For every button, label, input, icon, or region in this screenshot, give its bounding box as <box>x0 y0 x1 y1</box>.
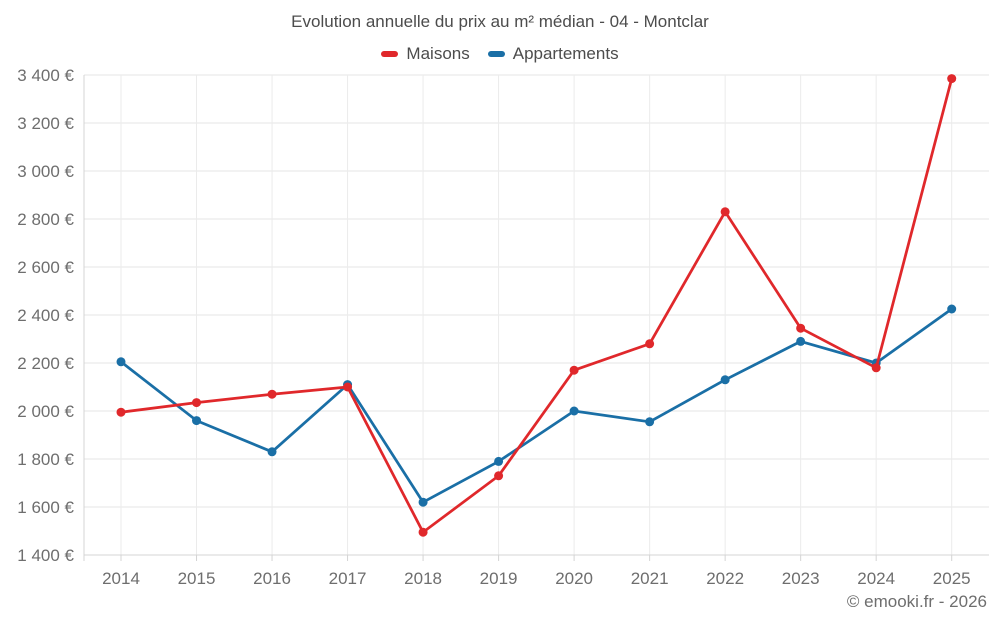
x-axis-tick-label: 2025 <box>933 569 971 588</box>
y-axis-tick-label: 3 400 € <box>17 66 74 85</box>
y-axis-tick-label: 2 400 € <box>17 306 74 325</box>
appartements-data-point-2022[interactable] <box>720 375 730 385</box>
appartements-data-point-2020[interactable] <box>569 406 579 416</box>
y-axis-tick-label: 1 400 € <box>17 546 74 565</box>
y-axis-tick-label: 3 000 € <box>17 162 74 181</box>
x-axis-tick-label: 2024 <box>857 569 895 588</box>
x-axis-tick-label: 2016 <box>253 569 291 588</box>
maisons-data-point-2024[interactable] <box>871 363 881 373</box>
maisons-data-point-2017[interactable] <box>343 382 353 392</box>
appartements-data-point-2018[interactable] <box>418 497 428 507</box>
maisons-data-point-2014[interactable] <box>116 407 126 417</box>
appartements-series-swatch-icon <box>487 51 505 57</box>
maisons-data-point-2015[interactable] <box>192 398 202 408</box>
x-axis-tick-label: 2020 <box>555 569 593 588</box>
appartements-data-point-2016[interactable] <box>267 447 277 457</box>
x-axis-tick-label: 2022 <box>706 569 744 588</box>
appartements-data-point-2025[interactable] <box>947 304 957 314</box>
maisons-data-point-2018[interactable] <box>418 527 428 537</box>
maisons-series-swatch-icon <box>381 51 399 57</box>
x-axis-tick-label: 2023 <box>782 569 820 588</box>
chart-title: Evolution annuelle du prix au m² médian … <box>291 12 709 31</box>
x-axis-tick-label: 2018 <box>404 569 442 588</box>
maisons-data-point-2016[interactable] <box>267 389 277 399</box>
x-axis-tick-label: 2015 <box>178 569 216 588</box>
legend-item-appartements[interactable]: Appartements <box>487 44 619 64</box>
y-axis-tick-label: 1 600 € <box>17 498 74 517</box>
legend-label-appartements: Appartements <box>512 44 619 63</box>
y-axis-tick-label: 3 200 € <box>17 114 74 133</box>
maisons-series-line <box>119 77 954 534</box>
maisons-data-point-2022[interactable] <box>720 207 730 217</box>
y-axis-tick-label: 2 800 € <box>17 210 74 229</box>
appartements-data-point-2023[interactable] <box>796 336 806 346</box>
maisons-data-point-2023[interactable] <box>796 323 806 333</box>
y-axis-tick-label: 1 800 € <box>17 450 74 469</box>
x-axis-tick-label: 2017 <box>329 569 367 588</box>
x-axis-tick-label: 2021 <box>631 569 669 588</box>
maisons-data-point-2019[interactable] <box>494 471 504 481</box>
x-axis-tick-label: 2019 <box>480 569 518 588</box>
legend-label-maisons: Maisons <box>406 44 470 63</box>
chart-legend: Maisons Appartements <box>0 44 1000 64</box>
y-axis-tick-label: 2 600 € <box>17 258 74 277</box>
x-axis-tick-label: 2014 <box>102 569 140 588</box>
maisons-data-point-2021[interactable] <box>645 339 655 349</box>
y-axis-tick-label: 2 000 € <box>17 402 74 421</box>
appartements-data-point-2021[interactable] <box>645 417 655 427</box>
legend-item-maisons[interactable]: Maisons <box>381 44 470 64</box>
appartements-data-point-2015[interactable] <box>192 416 202 426</box>
maisons-data-point-2020[interactable] <box>569 365 579 375</box>
copyright-footer: © emooki.fr - 2026 <box>846 592 987 611</box>
y-axis-tick-label: 2 200 € <box>17 354 74 373</box>
maisons-data-point-2025[interactable] <box>947 74 957 84</box>
appartements-data-point-2014[interactable] <box>116 357 126 367</box>
appartements-series-line <box>119 307 954 504</box>
appartements-data-point-2019[interactable] <box>494 456 504 466</box>
